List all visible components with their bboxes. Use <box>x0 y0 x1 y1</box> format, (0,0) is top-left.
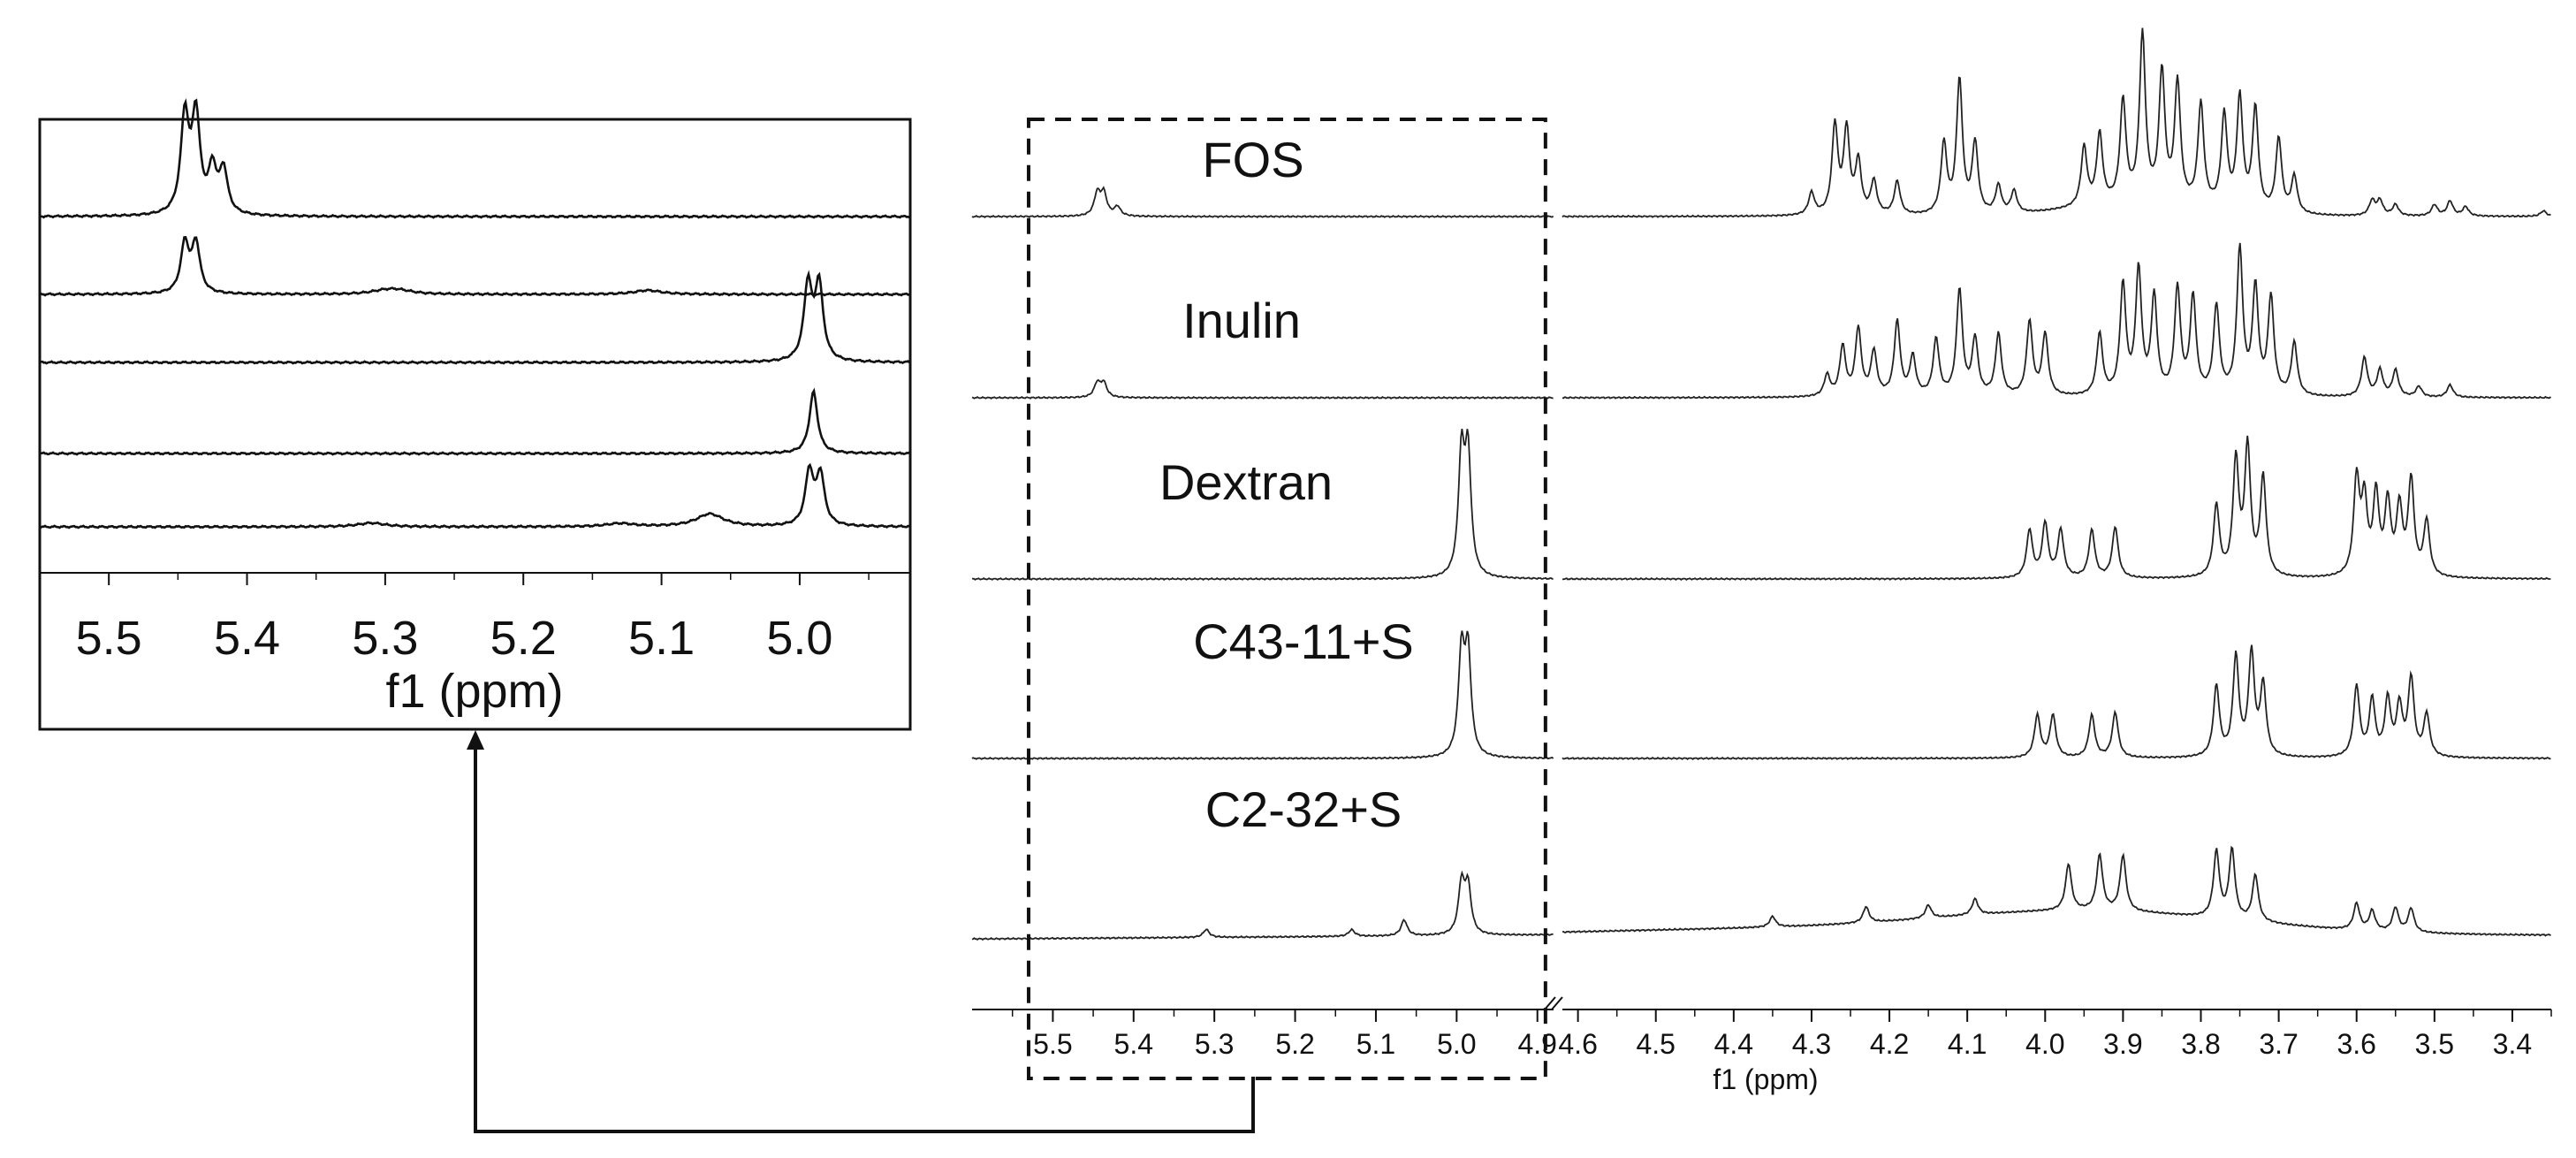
main-spectrum-line <box>1562 435 2551 581</box>
inset-x-axis: 5.5 5.4 5.3 5.2 5.1 5.0 <box>39 573 870 665</box>
main-spectrum-line <box>971 630 1554 760</box>
main-x-tick-label: 5.1 <box>1356 1028 1395 1060</box>
main-spectrum-line <box>1562 644 2551 760</box>
main-x-tick-label: 4.1 <box>1948 1028 1987 1060</box>
main-spectrum-line <box>1562 845 2551 937</box>
zoom-connector <box>467 730 1255 1133</box>
main-spectrum-line <box>971 428 1554 581</box>
series-label: C2-32+S <box>1205 781 1402 837</box>
axis-break-mark <box>1551 996 1563 1010</box>
main-spectrum-line <box>971 186 1554 218</box>
inset-frame <box>38 118 912 731</box>
main-spectrum-line <box>971 378 1554 400</box>
main-x-tick-label: 4.4 <box>1714 1028 1753 1060</box>
main-spectrum-line <box>1562 242 2551 400</box>
main-x-tick-label: 5.2 <box>1275 1028 1314 1060</box>
axis-break-marks <box>1544 996 1563 1010</box>
main-series-labels: FOS Inulin Dextran C43-11+S C2-32+S <box>1159 132 1414 837</box>
main-x-tick-label: 4.9 <box>1517 1028 1556 1060</box>
inset-x-tick-label: 5.5 <box>76 612 142 665</box>
main-x-tick-label: 4.5 <box>1636 1028 1675 1060</box>
connector-line <box>474 744 1255 1133</box>
main-x-tick-label: 4.6 <box>1558 1028 1597 1060</box>
zoom-highlight-box <box>1026 118 1547 1080</box>
main-x-tick-label: 3.6 <box>2337 1028 2375 1060</box>
main-x-tick-label: 3.8 <box>2181 1028 2220 1060</box>
inset-x-axis-label: f1 (ppm) <box>385 665 563 718</box>
main-x-tick-label: 3.9 <box>2103 1028 2142 1060</box>
axis-break-mark <box>1544 996 1556 1010</box>
main-x-axis-label: f1 (ppm) <box>1713 1063 1818 1095</box>
main-x-tick-label: 3.7 <box>2259 1028 2298 1060</box>
inset-x-tick-label: 5.1 <box>628 612 695 665</box>
main-x-tick-label: 4.2 <box>1870 1028 1909 1060</box>
main-x-tick-label: 4.3 <box>1792 1028 1831 1060</box>
series-label: Inulin <box>1182 293 1301 348</box>
connector-arrowhead <box>467 730 484 750</box>
inset-spectrum-line <box>39 236 910 297</box>
inset-x-tick-label: 5.2 <box>490 612 557 665</box>
inset-spectrum-line <box>39 462 910 529</box>
series-label: Dextran <box>1159 454 1333 510</box>
main-x-tick-label: 5.4 <box>1114 1028 1153 1060</box>
inset-x-tick-label: 5.3 <box>352 612 418 665</box>
inset-spectrum-line <box>39 270 910 365</box>
series-label: FOS <box>1202 132 1303 187</box>
inset-spectrum-line <box>39 387 910 456</box>
main-x-tick-label: 5.0 <box>1437 1028 1476 1060</box>
inset-x-tick-label: 5.4 <box>214 612 280 665</box>
inset-panel: 5.5 5.4 5.3 5.2 5.1 5.0 f1 (ppm) <box>38 97 912 731</box>
inset-x-tick-label: 5.0 <box>766 612 832 665</box>
main-spectrum-line <box>971 870 1554 941</box>
inset-spectrum-line <box>39 97 910 219</box>
main-x-tick-label: 5.3 <box>1195 1028 1234 1060</box>
main-spectra <box>971 27 2551 941</box>
inset-spectra <box>39 97 910 529</box>
main-x-tick-label: 4.0 <box>2025 1028 2064 1060</box>
main-x-tick-label: 3.4 <box>2493 1028 2532 1060</box>
main-spectrum-line <box>1562 27 2551 218</box>
main-x-axis: 5.5 5.4 5.3 5.2 5.1 5.0 4.9 4.6 4.5 4.4 4.3 4.2 4.1 4… <box>972 1009 2552 1060</box>
series-label: C43-11+S <box>1193 613 1414 669</box>
main-x-tick-label: 5.5 <box>1033 1028 1072 1060</box>
main-x-tick-label: 3.5 <box>2415 1028 2454 1060</box>
